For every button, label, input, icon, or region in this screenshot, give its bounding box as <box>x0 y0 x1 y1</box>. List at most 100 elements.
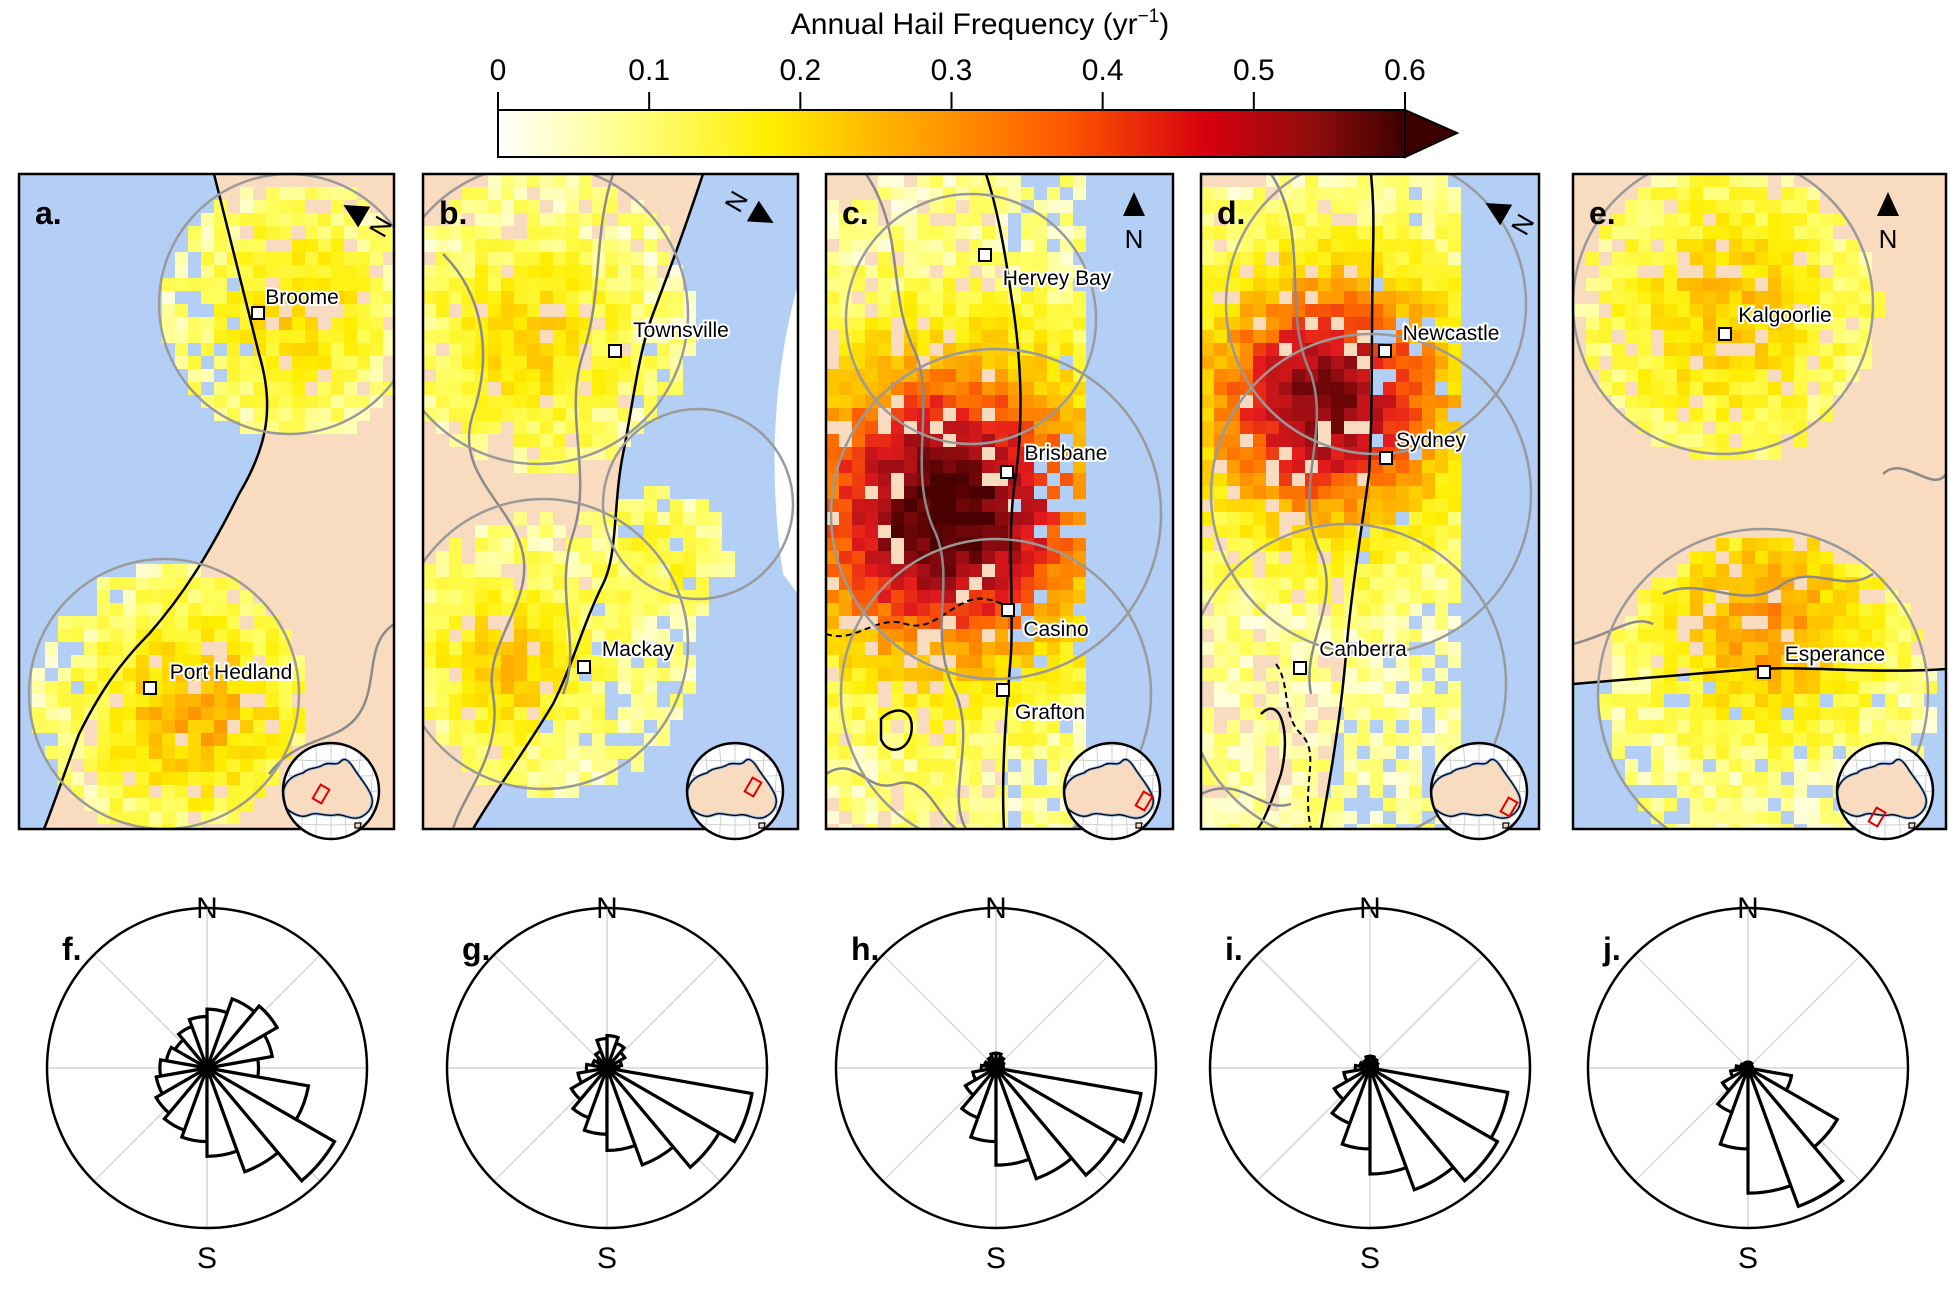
hail-grid-cell <box>201 746 214 759</box>
hail-grid-cell <box>956 395 969 408</box>
hail-grid-cell <box>1240 187 1253 200</box>
hail-grid-cell <box>592 434 605 447</box>
colorbar-tick-label: 0.1 <box>628 54 670 87</box>
hail-grid-cell <box>149 564 162 577</box>
hail-grid-cell <box>553 226 566 239</box>
hail-grid-cell <box>1357 343 1370 356</box>
hail-grid-cell <box>1898 655 1911 668</box>
hail-grid-cell <box>1008 252 1021 265</box>
hail-grid-cell <box>488 239 501 252</box>
hail-grid-cell <box>227 733 240 746</box>
hail-grid-cell <box>1227 213 1240 226</box>
hail-grid-cell <box>1305 187 1318 200</box>
hail-grid-cell <box>1279 460 1292 473</box>
hail-grid-cell <box>956 421 969 434</box>
hail-grid-cell <box>1781 291 1794 304</box>
hail-grid-cell <box>696 538 709 551</box>
hail-grid-cell <box>1768 746 1781 759</box>
hail-grid-cell <box>969 499 982 512</box>
hail-grid-cell <box>514 174 527 187</box>
hail-grid-cell <box>605 382 618 395</box>
hail-grid-cell <box>136 707 149 720</box>
hail-grid-cell <box>1021 642 1034 655</box>
hail-grid-cell <box>553 187 566 200</box>
hail-grid-cell <box>370 317 383 330</box>
hail-grid-cell <box>1794 798 1807 811</box>
hail-grid-cell <box>1279 434 1292 447</box>
hail-grid-cell <box>917 759 930 772</box>
hail-grid-cell <box>1344 317 1357 330</box>
hail-grid-cell <box>514 291 527 304</box>
hail-grid-cell <box>1794 681 1807 694</box>
hail-grid-cell <box>279 330 292 343</box>
hail-grid-cell <box>501 720 514 733</box>
hail-grid-cell <box>1253 265 1266 278</box>
hail-grid-cell <box>1677 785 1690 798</box>
hail-grid-cell <box>618 603 631 616</box>
rose-gridline <box>882 954 997 1069</box>
hail-grid-cell <box>175 707 188 720</box>
hail-grid-cell <box>605 330 618 343</box>
hail-grid-cell <box>1383 395 1396 408</box>
hail-grid-cell <box>1214 382 1227 395</box>
hail-grid-cell <box>1331 811 1344 824</box>
hail-grid-cell <box>644 564 657 577</box>
hail-grid-cell <box>956 616 969 629</box>
hail-grid-cell <box>852 421 865 434</box>
hail-grid-cell <box>501 200 514 213</box>
city-marker-casino: Casino <box>1001 603 1091 643</box>
hail-grid-cell <box>240 590 253 603</box>
hail-grid-cell <box>1625 226 1638 239</box>
hail-grid-cell <box>917 512 930 525</box>
hail-grid-cell <box>917 304 930 317</box>
hail-grid-cell <box>331 187 344 200</box>
hail-grid-cell <box>1781 564 1794 577</box>
hail-grid-cell <box>1859 304 1872 317</box>
hail-grid-cell <box>579 291 592 304</box>
hail-grid-cell <box>1318 382 1331 395</box>
hail-grid-cell <box>1370 629 1383 642</box>
hail-grid-cell <box>1060 200 1073 213</box>
hail-grid-cell <box>1357 642 1370 655</box>
hail-grid-cell <box>579 421 592 434</box>
hail-grid-cell <box>1742 395 1755 408</box>
hail-grid-cell <box>136 746 149 759</box>
hail-grid-cell <box>1409 369 1422 382</box>
hail-grid-cell <box>1331 356 1344 369</box>
hail-grid-cell <box>396 265 409 278</box>
hail-grid-cell <box>162 694 175 707</box>
hail-grid-cell <box>579 187 592 200</box>
hail-grid-cell <box>930 304 943 317</box>
hail-grid-cell <box>1716 629 1729 642</box>
hail-grid-cell <box>1021 746 1034 759</box>
hail-grid-cell <box>1716 655 1729 668</box>
hail-grid-cell <box>1448 395 1461 408</box>
hail-grid-cell <box>540 525 553 538</box>
hail-grid-cell <box>1318 668 1331 681</box>
hail-grid-cell <box>162 577 175 590</box>
hail-grid-cell <box>370 304 383 317</box>
hail-grid-cell <box>1292 395 1305 408</box>
hail-grid-cell <box>1435 226 1448 239</box>
hail-grid-cell <box>488 343 501 356</box>
hail-grid-cell <box>1716 395 1729 408</box>
hail-grid-cell <box>488 265 501 278</box>
hail-grid-cell <box>1214 317 1227 330</box>
hail-grid-cell <box>1331 460 1344 473</box>
hail-grid-cell <box>1409 408 1422 421</box>
hail-grid-cell <box>305 187 318 200</box>
hail-grid-cell <box>227 356 240 369</box>
hail-grid-cell <box>995 356 1008 369</box>
hail-grid-cell <box>1664 369 1677 382</box>
hail-grid-cell <box>1755 603 1768 616</box>
hail-grid-cell <box>136 720 149 733</box>
hail-grid-cell <box>1435 421 1448 434</box>
hail-grid-cell <box>1677 642 1690 655</box>
hail-grid-cell <box>1047 252 1060 265</box>
hail-grid-cell <box>266 187 279 200</box>
svg-text:Casino: Casino <box>1023 618 1088 641</box>
hail-grid-cell <box>839 772 852 785</box>
hail-grid-cell <box>969 486 982 499</box>
hail-grid-cell <box>917 668 930 681</box>
hail-grid-cell <box>618 746 631 759</box>
